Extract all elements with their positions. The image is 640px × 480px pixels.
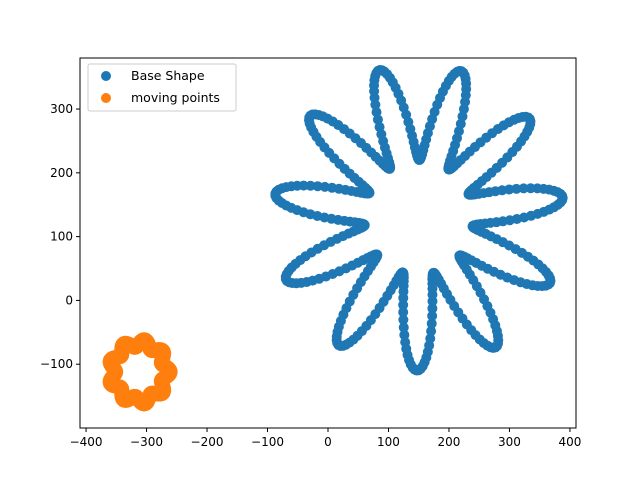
data-point <box>372 114 383 125</box>
x-tick-label: 0 <box>324 435 332 449</box>
x-axis: −400 −300 −200 −100 0 100 200 300 400 <box>70 428 581 449</box>
data-point <box>511 183 522 194</box>
points-layer <box>102 65 568 412</box>
data-point <box>455 118 466 129</box>
data-point <box>425 333 436 344</box>
data-point <box>398 307 409 318</box>
x-tick-label: 300 <box>498 435 521 449</box>
data-point <box>162 366 178 382</box>
legend: Base Shape moving points <box>87 63 237 112</box>
data-point <box>371 107 382 118</box>
x-tick-label: 200 <box>438 435 461 449</box>
y-tick-label: 100 <box>50 230 73 244</box>
legend-label-base-shape: Base Shape <box>131 68 205 83</box>
data-point <box>426 326 437 337</box>
data-point <box>511 213 522 224</box>
x-tick-label: −200 <box>191 435 224 449</box>
x-tick-label: −300 <box>130 435 163 449</box>
y-tick-label: 200 <box>50 166 73 180</box>
y-axis: −100 0 100 200 300 <box>40 102 80 371</box>
legend-marker-base-shape <box>101 71 111 81</box>
data-point <box>398 299 409 310</box>
data-point <box>398 292 409 303</box>
y-tick-label: −100 <box>40 357 73 371</box>
x-tick-label: −100 <box>251 435 284 449</box>
data-point <box>525 183 536 194</box>
series-base-shape <box>270 65 568 376</box>
data-point <box>427 303 438 314</box>
data-point <box>426 318 437 329</box>
y-tick-label: 300 <box>50 102 73 116</box>
x-tick-label: −400 <box>70 435 103 449</box>
legend-marker-moving-points <box>101 93 111 103</box>
x-tick-label: 100 <box>377 435 400 449</box>
data-point <box>398 314 409 325</box>
x-tick-label: 400 <box>558 435 581 449</box>
data-point <box>427 310 438 321</box>
legend-box <box>87 63 237 112</box>
legend-label-moving-points: moving points <box>131 90 220 105</box>
series-moving-points <box>102 332 178 412</box>
data-point <box>518 183 529 194</box>
y-tick-label: 0 <box>65 293 73 307</box>
data-point <box>312 181 323 192</box>
data-point <box>319 181 330 192</box>
data-point <box>398 322 409 333</box>
data-point <box>370 99 381 110</box>
